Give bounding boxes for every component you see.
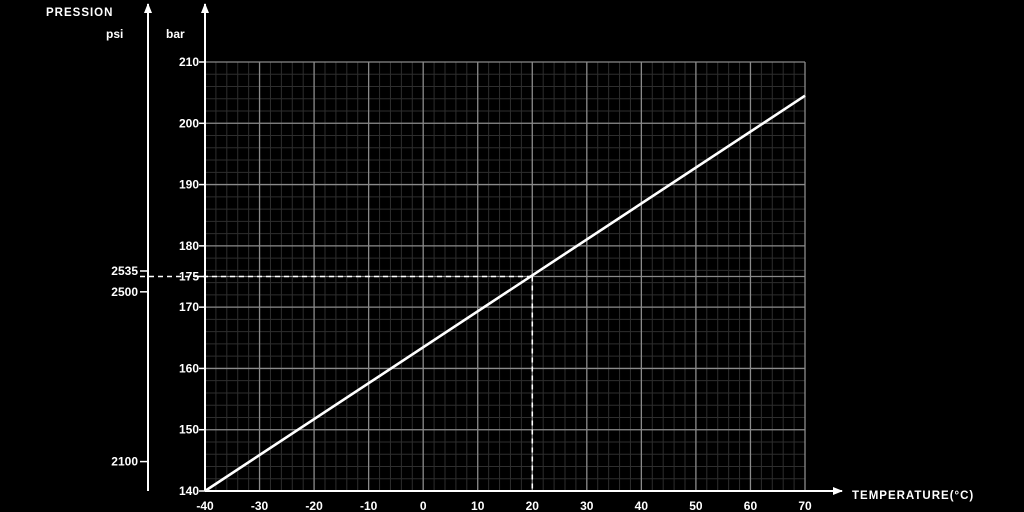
labels: PRESSION psi bar TEMPERATURE(°C)	[46, 7, 974, 502]
x-tick-label-70: 70	[798, 499, 812, 512]
bar-tick-label-180: 180	[179, 239, 199, 253]
bar-tick-label-150: 150	[179, 423, 199, 437]
x-axis-unit: (°C)	[950, 490, 975, 502]
y-axis-title: PRESSION	[46, 7, 113, 19]
x-tick-label-0: 0	[420, 499, 427, 512]
x-tick-label--20: -20	[305, 499, 323, 512]
bar-tick-label-210: 210	[179, 55, 199, 69]
psi-tick-label-2100: 2100	[111, 455, 138, 469]
x-tick-label--40: -40	[196, 499, 214, 512]
x-tick-label-20: 20	[526, 499, 540, 512]
x-tick-label--10: -10	[360, 499, 378, 512]
psi-unit-label: psi	[106, 27, 123, 41]
x-axis-title-text: TEMPERATURE	[852, 490, 950, 502]
bar-tick-label-175: 175	[179, 270, 199, 284]
x-tick-label--30: -30	[251, 499, 269, 512]
bar-tick-label-200: 200	[179, 116, 199, 130]
psi-tick-label-2500: 2500	[111, 285, 138, 299]
series	[204, 94, 806, 493]
axes	[140, 3, 843, 495]
bar-tick-label-190: 190	[179, 178, 199, 192]
x-tick-label-30: 30	[580, 499, 594, 512]
x-tick-label-50: 50	[689, 499, 703, 512]
bar-unit-label: bar	[166, 27, 185, 41]
bar-tick-label-170: 170	[179, 300, 199, 314]
x-tick-label-40: 40	[635, 499, 649, 512]
x-axis-title: TEMPERATURE(°C)	[852, 490, 974, 502]
bar-tick-label-140: 140	[179, 484, 199, 498]
bar-tick-label-160: 160	[179, 361, 199, 375]
x-tick-label-60: 60	[744, 499, 758, 512]
series-line-0	[204, 94, 806, 493]
psi-tick-label-2535: 2535	[111, 264, 138, 278]
x-tick-label-10: 10	[471, 499, 485, 512]
reference-lines	[140, 275, 534, 491]
tick-labels: 140 150 160 170 175 180 190 200 210 -40 -30 -20 -10 0…	[111, 55, 812, 512]
